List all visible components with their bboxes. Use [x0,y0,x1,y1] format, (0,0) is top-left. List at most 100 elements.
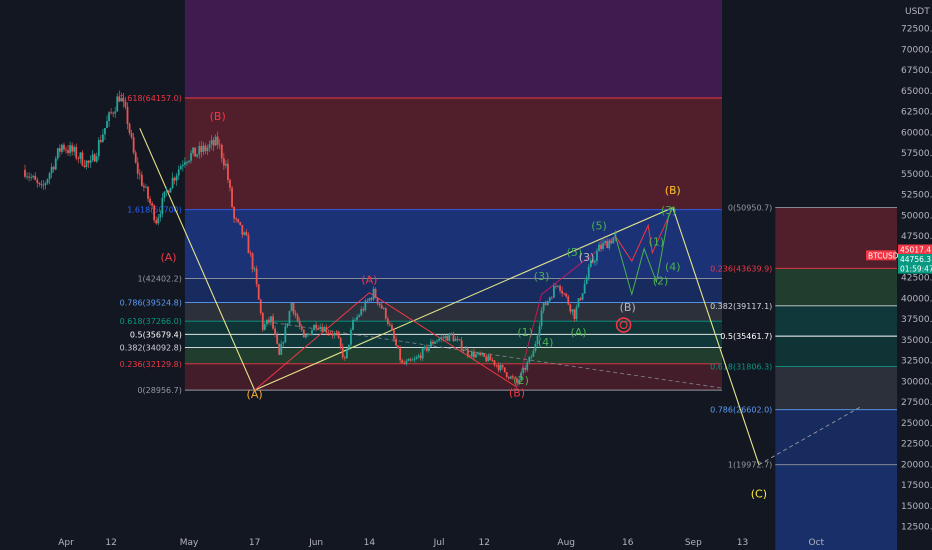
candle-body [216,136,219,145]
candle-body [315,324,317,328]
candle-body [147,186,149,199]
candle-body [266,319,268,325]
candle-body [345,348,348,359]
candle-body [155,220,158,224]
candle-body [208,144,211,148]
candle-body [602,242,604,249]
candle-body [491,360,494,361]
symbol-badge-bg [866,250,896,261]
candle-body [79,152,82,159]
trendline-dashed-future [758,406,862,466]
candle-body [477,352,479,355]
candle-body [591,260,594,263]
candle-body [190,153,192,161]
candle-body [198,146,201,155]
candle-body [120,98,123,102]
fib-band [184,347,722,364]
candle-body [128,123,131,133]
candle-body [358,315,361,317]
countdown-badge-bg [898,263,932,274]
candle-body [278,343,281,355]
candle-body [403,363,406,364]
price-tick-label: 22500.0 [901,440,932,450]
candle-body [380,305,383,309]
candle-body [530,356,533,358]
candle-body [567,296,570,305]
candle-body [354,319,356,321]
candle-body [239,221,242,225]
candle-body [614,233,617,238]
candle-body [321,326,324,332]
candle-body [528,356,531,363]
chart-icons [615,317,632,333]
fib-level-label: 0.786(39524.8) [120,298,182,307]
candle-body [335,332,338,334]
price-tick-label: 32500.0 [901,357,932,367]
candle-body [561,290,563,294]
candle-body [116,96,119,112]
wave-label: (1) [649,235,665,248]
candle-body [218,144,221,146]
candle-body [460,340,463,351]
time-tick-label: Jun [308,538,323,548]
candle-body [75,146,78,159]
fib-level-label: 0.5(35679.4) [130,330,182,339]
candle-body [40,183,43,185]
candle-body [102,134,104,142]
candle-body [417,355,420,358]
candle-body [42,184,45,186]
target-circle-icon [615,317,632,333]
candle-body [140,174,143,186]
candle-body [409,359,412,361]
candle-body [118,96,121,102]
candle-body [598,244,600,252]
candle-body [282,342,285,344]
candle-body [579,298,582,300]
price-tick-label: 12500.0 [901,523,932,533]
candle-body [292,302,295,314]
candle-body [430,341,432,347]
candle-body [204,145,207,152]
wave-label: (B) [210,110,226,123]
candle-body [229,179,231,188]
price-tick-label: 35000.0 [901,336,932,346]
candle-body [294,313,297,316]
candle-body [536,335,539,344]
candle-body [95,156,98,162]
candle-body [540,310,543,326]
fib-level-label: 0.618(31806.3) [710,362,772,371]
candle-body [542,303,545,311]
candle-body [538,325,541,336]
candle-body [327,332,330,334]
candle-body [550,297,553,299]
candle-body [28,176,30,178]
candle-body [317,327,320,329]
candle-body [370,298,373,300]
candle-body [243,232,246,235]
candle-body [548,297,551,301]
symbol-badge: BTCUSDT [868,251,904,260]
candle-body [473,351,475,358]
candle-body [337,332,340,338]
candle-body [495,364,498,366]
wave-label: (3) [534,270,550,283]
candle-body [446,336,449,341]
candle-body [274,328,276,335]
candle-body [235,218,238,220]
candle-body [284,326,287,343]
candle-body [555,286,557,287]
fib-band [775,268,897,306]
candle-body [532,350,535,357]
candle-body [247,235,250,254]
fib-band [775,409,897,465]
candle-body [456,338,459,340]
candle-body [231,187,233,207]
candle-body [512,376,514,378]
candle-body [184,162,186,165]
wave-label: (B) [620,301,636,314]
candle-body [341,346,344,358]
candle-body [348,344,350,349]
fib-level-label: 2.618(64157.0) [120,94,182,103]
fib-band [775,336,897,367]
